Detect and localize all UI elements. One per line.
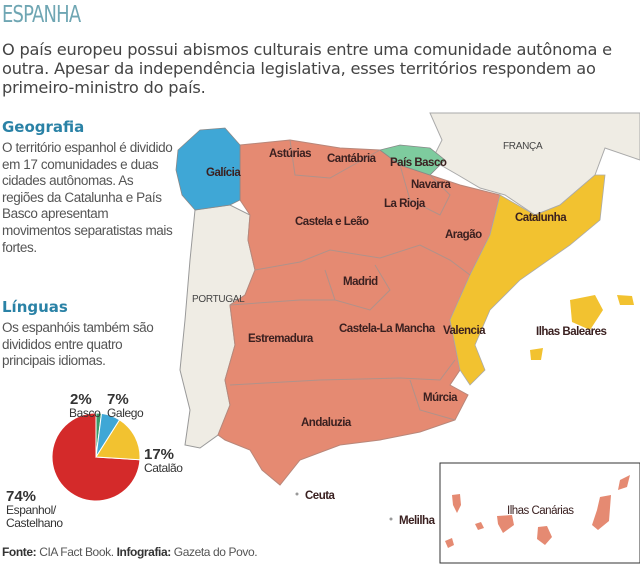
ibiza-island [530,348,543,360]
label-castela-la-mancha: Castela-La Mancha [339,323,436,335]
label-la-rioja: La Rioja [384,198,426,210]
label-canarias: Ilhas Canárias [507,505,574,517]
catalao-region [449,174,606,386]
region-borders [229,139,471,421]
label-melilha: Melilha [399,515,436,527]
melilha-marker [389,517,393,521]
label-franca: FRANÇA [503,141,543,152]
label-portugal: PORTUGAL [192,294,245,305]
source-value: CIA Fact Book. [36,545,117,559]
label-ceuta: Ceuta [305,490,336,502]
label-navarra: Navarra [411,179,451,191]
lead-paragraph: O país europeu possui abismos culturais … [2,40,612,97]
pie-label-castelhano-name: Castelhano [6,516,63,530]
label-estremadura: Estremadura [248,333,314,345]
geografia-heading: Geografia [2,118,85,136]
language-pie-chart [51,412,141,502]
mallorca-island [570,295,603,330]
label-andaluzia: Andaluzia [301,417,352,429]
linguas-text: Os espanhóis também são divididos entre … [2,320,154,369]
source-label: Fonte: [2,545,37,559]
source-credit: Fonte: CIA Fact Book. Infografia: Gazeta… [2,545,258,559]
infographic-label: Infografia: [116,545,172,559]
infographic-value: Gazeta do Povo. [170,545,258,559]
label-baleares: Ilhas Baleares [536,326,606,338]
label-madrid: Madrid [343,276,378,288]
linguas-heading: Línguas [2,298,68,316]
castelhano-region [217,139,501,486]
pie-label-basco-name: Basco [69,406,101,420]
pie-label-galego-pct: 7% [107,391,129,408]
label-aragao: Aragão [445,229,482,241]
page-title: ESPANHA [2,2,81,28]
pie-label-catalao-name: Catalão [144,461,183,475]
label-asturias: Astúrias [269,148,311,160]
canarias-inset [439,462,640,564]
ceuta-marker [295,492,299,496]
canarias-islands [445,475,630,548]
label-galicia: Galícia [206,167,241,179]
pie-label-galego-name: Galego [107,406,144,420]
menorca-island [617,295,634,305]
label-pais-basco: País Basco [390,157,447,169]
label-valencia: Valencia [443,325,486,337]
pie-label-catalao-pct: 17% [144,446,174,463]
label-castela-leao: Castela e Leão [295,216,369,228]
label-catalunha: Catalunha [515,212,567,224]
geografia-text: O território espanhol é dividido em 17 c… [2,140,173,255]
pie-label-espanhol-name: Espanhol/ [6,503,57,517]
galicia-region [175,127,241,211]
label-cantabria: Cantábria [327,153,377,165]
pie-label-basco-pct: 2% [70,391,92,408]
pie-label-espanhol-pct: 74% [6,488,36,505]
label-murcia: Múrcia [423,392,458,404]
